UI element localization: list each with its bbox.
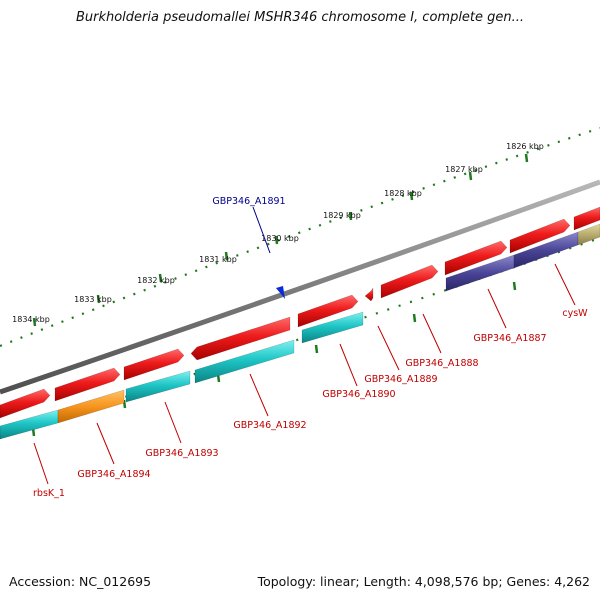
ruler-tick-label: 1833 kbp — [74, 295, 112, 304]
gene-feature-a1892-fwd[interactable] — [190, 316, 291, 361]
gene-label-rbsk[interactable]: rbsK_1 — [33, 488, 65, 499]
chromosome-backbone — [0, 179, 600, 395]
gene-feature-a1886-fwd[interactable] — [509, 218, 571, 254]
gene-label-a1892[interactable]: GBP346_A1892 — [233, 420, 306, 431]
cds-feature-cysw[interactable] — [577, 223, 600, 246]
cds-feature-a1890[interactable] — [301, 311, 364, 344]
ruler-major-tick — [524, 153, 529, 163]
ruler-tick-label: 1827 kbp — [445, 165, 483, 174]
gene-feature-a1893-fwd[interactable] — [123, 348, 185, 381]
page-title: Burkholderia pseudomallei MSHR346 chromo… — [75, 10, 525, 25]
gene-label-a1887[interactable]: GBP346_A1887 — [473, 333, 546, 344]
gene-label-a1889[interactable]: GBP346_A1889 — [364, 374, 437, 385]
gene-feature-a1888-fwd[interactable] — [380, 264, 439, 299]
gene-label-cysw[interactable]: cysW — [562, 308, 588, 319]
cds-feature-a1893[interactable] — [125, 370, 191, 403]
gene-label-a1893[interactable]: GBP346_A1893 — [145, 448, 218, 459]
gene-feature-a1895[interactable] — [0, 388, 51, 419]
ruler-tick-label: 1832 kbp — [137, 276, 175, 285]
ruler-tick-label: 1828 kbp — [384, 189, 422, 198]
ruler-major-tick — [96, 294, 101, 304]
ruler-major-tick — [274, 235, 279, 245]
gene-feature-a1894-fwd[interactable] — [54, 367, 121, 402]
ruler-major-tick — [409, 191, 414, 201]
ruler-tick-label: 1826 kbp — [506, 142, 544, 151]
lower-major-tick — [122, 399, 127, 409]
gene-label-a1888[interactable]: GBP346_A1888 — [405, 358, 478, 369]
cds-feature-a1894[interactable] — [57, 389, 125, 424]
gene-label-a1890[interactable]: GBP346_A1890 — [322, 389, 395, 400]
lower-major-tick — [412, 313, 417, 323]
ruler-ticks — [32, 153, 529, 327]
ruler-major-tick — [158, 273, 163, 283]
gene-feature-a1889-fwd[interactable] — [364, 287, 374, 302]
lower-major-tick — [512, 281, 517, 291]
ruler-major-tick — [224, 251, 229, 261]
ruler-major-tick — [348, 211, 353, 221]
label-leaders — [33, 206, 576, 485]
genome-stats-text: Topology: linear; Length: 4,098,576 bp; … — [257, 574, 590, 589]
ruler-major-tick — [32, 317, 37, 327]
ruler: 1826 kbp 1827 kbp 1828 kbp 1829 kbp 1830 kbp… — [0, 126, 600, 348]
gene-features[interactable] — [0, 206, 600, 440]
ruler-tick-label: 1834 kbp — [12, 315, 50, 324]
ruler-labels: 1826 kbp 1827 kbp 1828 kbp 1829 kbp 1830 kbp… — [12, 142, 544, 324]
ruler-dots — [0, 126, 600, 348]
accession-text: Accession: NC_012695 — [9, 574, 152, 589]
ruler-tick-label: 1831 kbp — [199, 255, 237, 264]
gene-feature-a1890-fwd[interactable] — [297, 294, 359, 328]
cds-feature-a1892[interactable] — [194, 339, 295, 384]
gene-label-a1891[interactable]: GBP346_A1891 — [212, 196, 285, 207]
marker-arrow-icon[interactable] — [276, 286, 285, 299]
gene-label-a1894[interactable]: GBP346_A1894 — [77, 469, 150, 480]
gene-feature-a1887-fwd[interactable] — [444, 240, 508, 276]
gene-feature-cysw-fwd[interactable] — [573, 206, 600, 231]
ruler-tick-label: 1830 kbp — [261, 234, 299, 243]
ruler-major-tick — [468, 171, 473, 181]
lower-major-tick — [314, 344, 319, 354]
ruler-tick-label: 1829 kbp — [323, 211, 361, 220]
